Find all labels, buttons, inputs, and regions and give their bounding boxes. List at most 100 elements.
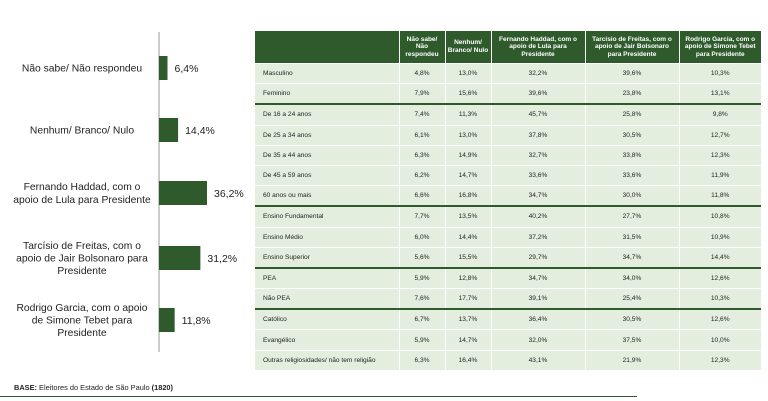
table-cell: 10,0%: [678, 329, 761, 351]
bar-value-label: 11,8%: [182, 315, 211, 327]
table-row: De 25 a 34 anos 6,1% 13,0% 37,8% 30,5% 12,7%: [255, 124, 761, 146]
table-cell: 11,8%: [678, 185, 761, 207]
table-cell: 31,5%: [584, 226, 679, 248]
table-cell: 12,3%: [678, 349, 761, 370]
table-row: De 45 a 59 anos 6,2% 14,7% 33,6% 33,6% 11,9%: [255, 164, 761, 186]
results-table: Não sabe/ Não respondeu Nenhum/ Branco/ N…: [255, 31, 761, 370]
bar-value-label: 31,2%: [207, 253, 237, 265]
table-header-row: Não sabe/ Não respondeu Nenhum/ Branco/ N…: [255, 31, 761, 64]
row-label: Ensino Superior: [255, 246, 399, 268]
table-cell: 5,9%: [398, 266, 445, 289]
table-row: Ensino Médio 6,0% 14,4% 37,2% 31,5% 10,9%: [255, 226, 761, 248]
column-header: Nenhum/ Branco/ Nulo: [444, 31, 491, 64]
row-label: Masculino: [255, 62, 399, 84]
bar: [159, 308, 175, 332]
table-cell: 17,7%: [444, 288, 491, 310]
table-cell: 27,7%: [584, 205, 679, 227]
column-header: Tarcísio de Freitas, com o apoio de Jair…: [584, 31, 679, 64]
table-cell: 36,4%: [490, 308, 585, 330]
table-row: Evangélico 5,9% 14,7% 32,0% 37,5% 10,0%: [255, 329, 761, 351]
table-row: Católico 6,7% 13,7% 36,4% 30,5% 12,6%: [255, 308, 761, 330]
row-label: De 25 a 34 anos: [255, 124, 399, 146]
table-cell: 13,7%: [444, 308, 491, 330]
table-cell: 23,8%: [584, 83, 679, 105]
table-cell: 6,7%: [398, 308, 445, 330]
table-row: Masculino 4,8% 13,0% 32,2% 39,6% 10,3%: [255, 62, 761, 84]
bar-value-label: 6,4%: [174, 63, 198, 75]
bar: [159, 56, 168, 80]
table-cell: 6,3%: [398, 144, 445, 166]
column-header: Não sabe/ Não respondeu: [398, 31, 445, 64]
table-cell: 12,7%: [678, 124, 761, 146]
table-cell: 33,6%: [490, 164, 585, 186]
table-cell: 10,9%: [678, 226, 761, 248]
row-label: Feminino: [255, 83, 399, 105]
table-cell: 29,7%: [490, 246, 585, 268]
table-cell: 37,5%: [584, 329, 679, 351]
table-cell: 12,3%: [678, 144, 761, 166]
category-label: Nenhum/ Branco/ Nulo: [30, 126, 134, 137]
table-row: PEA 5,9% 12,8% 34,7% 34,0% 12,6%: [255, 266, 761, 289]
table-cell: 4,8%: [398, 62, 445, 84]
table-row: Não PEA 7,6% 17,7% 39,1% 25,4% 10,3%: [255, 288, 761, 310]
table-cell: 14,7%: [444, 329, 491, 351]
table-cell: 39,6%: [490, 83, 585, 105]
row-label: Outras religiosidades/ não tem religião: [255, 349, 399, 370]
row-label: Católico: [255, 308, 399, 330]
table-cell: 30,5%: [584, 124, 679, 146]
table-cell: 13,1%: [678, 83, 761, 105]
row-label: De 45 a 59 anos: [255, 164, 399, 186]
base-note: BASE: Eleitores do Estado de São Paulo (…: [14, 383, 173, 392]
base-label: BASE:: [14, 383, 37, 392]
table-cell: 37,8%: [490, 124, 585, 146]
row-label: Ensino Médio: [255, 226, 399, 248]
table-cell: 7,7%: [398, 205, 445, 227]
table-cell: 13,5%: [444, 205, 491, 227]
category-label: Tarcísio de Freitas, com o apoio de Jair …: [16, 241, 148, 277]
column-header: Rodrigo Garcia, com o apoio de Simone Te…: [678, 31, 761, 64]
row-label: De 35 a 44 anos: [255, 144, 399, 166]
table-cell: 33,6%: [584, 164, 679, 186]
base-text: Eleitores do Estado de São Paulo: [37, 383, 152, 392]
table-cell: 10,3%: [678, 62, 761, 84]
table-cell: 6,2%: [398, 164, 445, 186]
table-cell: 6,3%: [398, 349, 445, 370]
table-cell: 12,6%: [678, 308, 761, 330]
row-label: 60 anos ou mais: [255, 185, 399, 207]
bar: [159, 118, 179, 142]
table-cell: 30,0%: [584, 185, 679, 207]
table-cell: 39,1%: [490, 288, 585, 310]
bar-value-label: 14,4%: [185, 125, 215, 137]
table-cell: 10,8%: [678, 205, 761, 227]
table-cell: 10,3%: [678, 288, 761, 310]
bar: [159, 246, 201, 270]
table-cell: 16,8%: [444, 185, 491, 207]
base-count: (1820): [151, 383, 174, 392]
table-row: Feminino 7,9% 15,6% 39,6% 23,8% 13,1%: [255, 83, 761, 105]
row-label: PEA: [255, 266, 399, 289]
table-cell: 45,7%: [490, 103, 585, 126]
table-cell: 33,8%: [584, 144, 679, 166]
table-cell: 7,6%: [398, 288, 445, 310]
header-corner: [255, 31, 399, 64]
table-cell: 37,2%: [490, 226, 585, 248]
table-cell: 34,7%: [584, 246, 679, 268]
table-cell: 7,4%: [398, 103, 445, 126]
table-cell: 6,6%: [398, 185, 445, 207]
table-cell: 34,7%: [490, 266, 585, 289]
table-cell: 12,6%: [678, 266, 761, 289]
bar-value-label: 36,2%: [214, 188, 244, 200]
category-label: Rodrigo Garcia, com o apoio de Simone Teb…: [16, 303, 147, 339]
column-header: Fernando Haddad, com o apoio de Lula par…: [490, 31, 585, 64]
category-label: Fernando Haddad, com o apoio de Lula para…: [13, 182, 151, 206]
row-label: De 16 a 24 anos: [255, 103, 399, 126]
table-cell: 14,9%: [444, 144, 491, 166]
table-cell: 21,9%: [584, 349, 679, 370]
table-cell: 6,0%: [398, 226, 445, 248]
table-cell: 6,1%: [398, 124, 445, 146]
table-cell: 25,4%: [584, 288, 679, 310]
table-cell: 13,0%: [444, 62, 491, 84]
table-row: De 16 a 24 anos 7,4% 11,3% 45,7% 25,8% 9,8%: [255, 103, 761, 126]
footer-rule: [0, 396, 637, 397]
table-cell: 16,4%: [444, 349, 491, 370]
